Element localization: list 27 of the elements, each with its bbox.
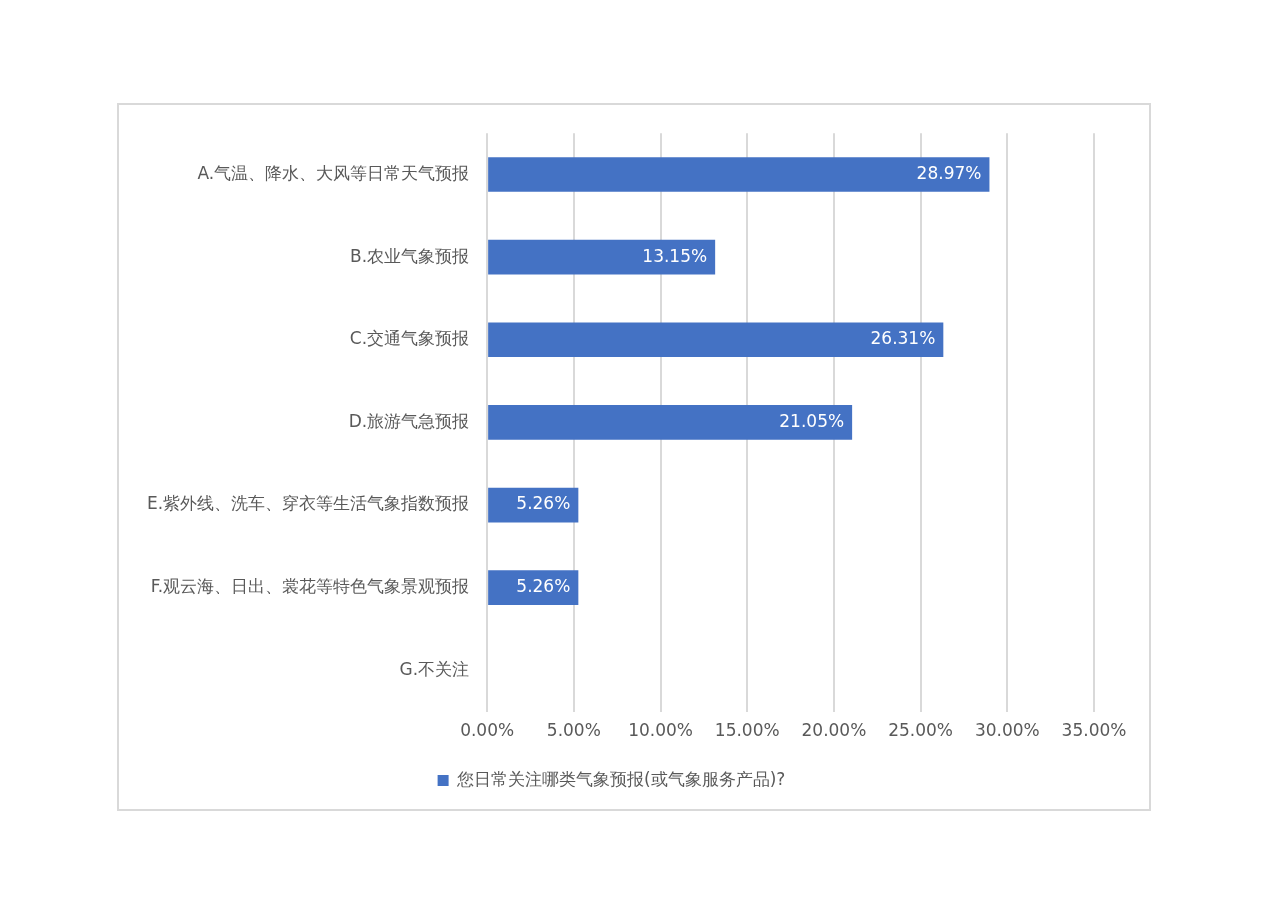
y-tick-label: G.不关注: [399, 658, 470, 679]
x-tick-label: 20.00%: [801, 720, 867, 741]
y-tick-label: B.农业气象预报: [350, 245, 470, 266]
data-label: 5.26%: [516, 493, 571, 514]
bar: [488, 239, 716, 275]
y-tick-label: A.气温、降水、大风等日常天气预报: [197, 162, 470, 183]
x-tick-label: 15.00%: [714, 720, 780, 741]
bar: [488, 570, 579, 606]
data-label: 28.97%: [916, 162, 982, 183]
y-tick-label: F.观云海、日出、裳花等特色气象景观预报: [150, 576, 470, 597]
data-label: 13.15%: [642, 245, 708, 266]
data-label: 5.26%: [516, 576, 571, 597]
bar: [488, 157, 990, 192]
legend-label: 您日常关注哪类气象预报(或气象服务产品)?: [456, 768, 786, 789]
x-tick-label: 30.00%: [974, 720, 1040, 741]
x-tick-label: 25.00%: [888, 720, 954, 741]
data-label: 21.05%: [779, 410, 845, 431]
y-tick-label: E.紫外线、洗车、穿衣等生活气象指数预报: [146, 493, 470, 514]
x-tick-label: 35.00%: [1061, 720, 1127, 741]
bar: [488, 405, 853, 440]
data-label: 26.31%: [870, 328, 936, 349]
x-tick-label: 0.00%: [460, 720, 515, 741]
bar: [488, 322, 944, 358]
y-tick-label: C.交通气象预报: [349, 328, 470, 349]
x-tick-label: 5.00%: [546, 720, 601, 741]
x-tick-label: 10.00%: [628, 720, 693, 741]
y-tick-label: D.旅游气急预报: [348, 410, 470, 431]
